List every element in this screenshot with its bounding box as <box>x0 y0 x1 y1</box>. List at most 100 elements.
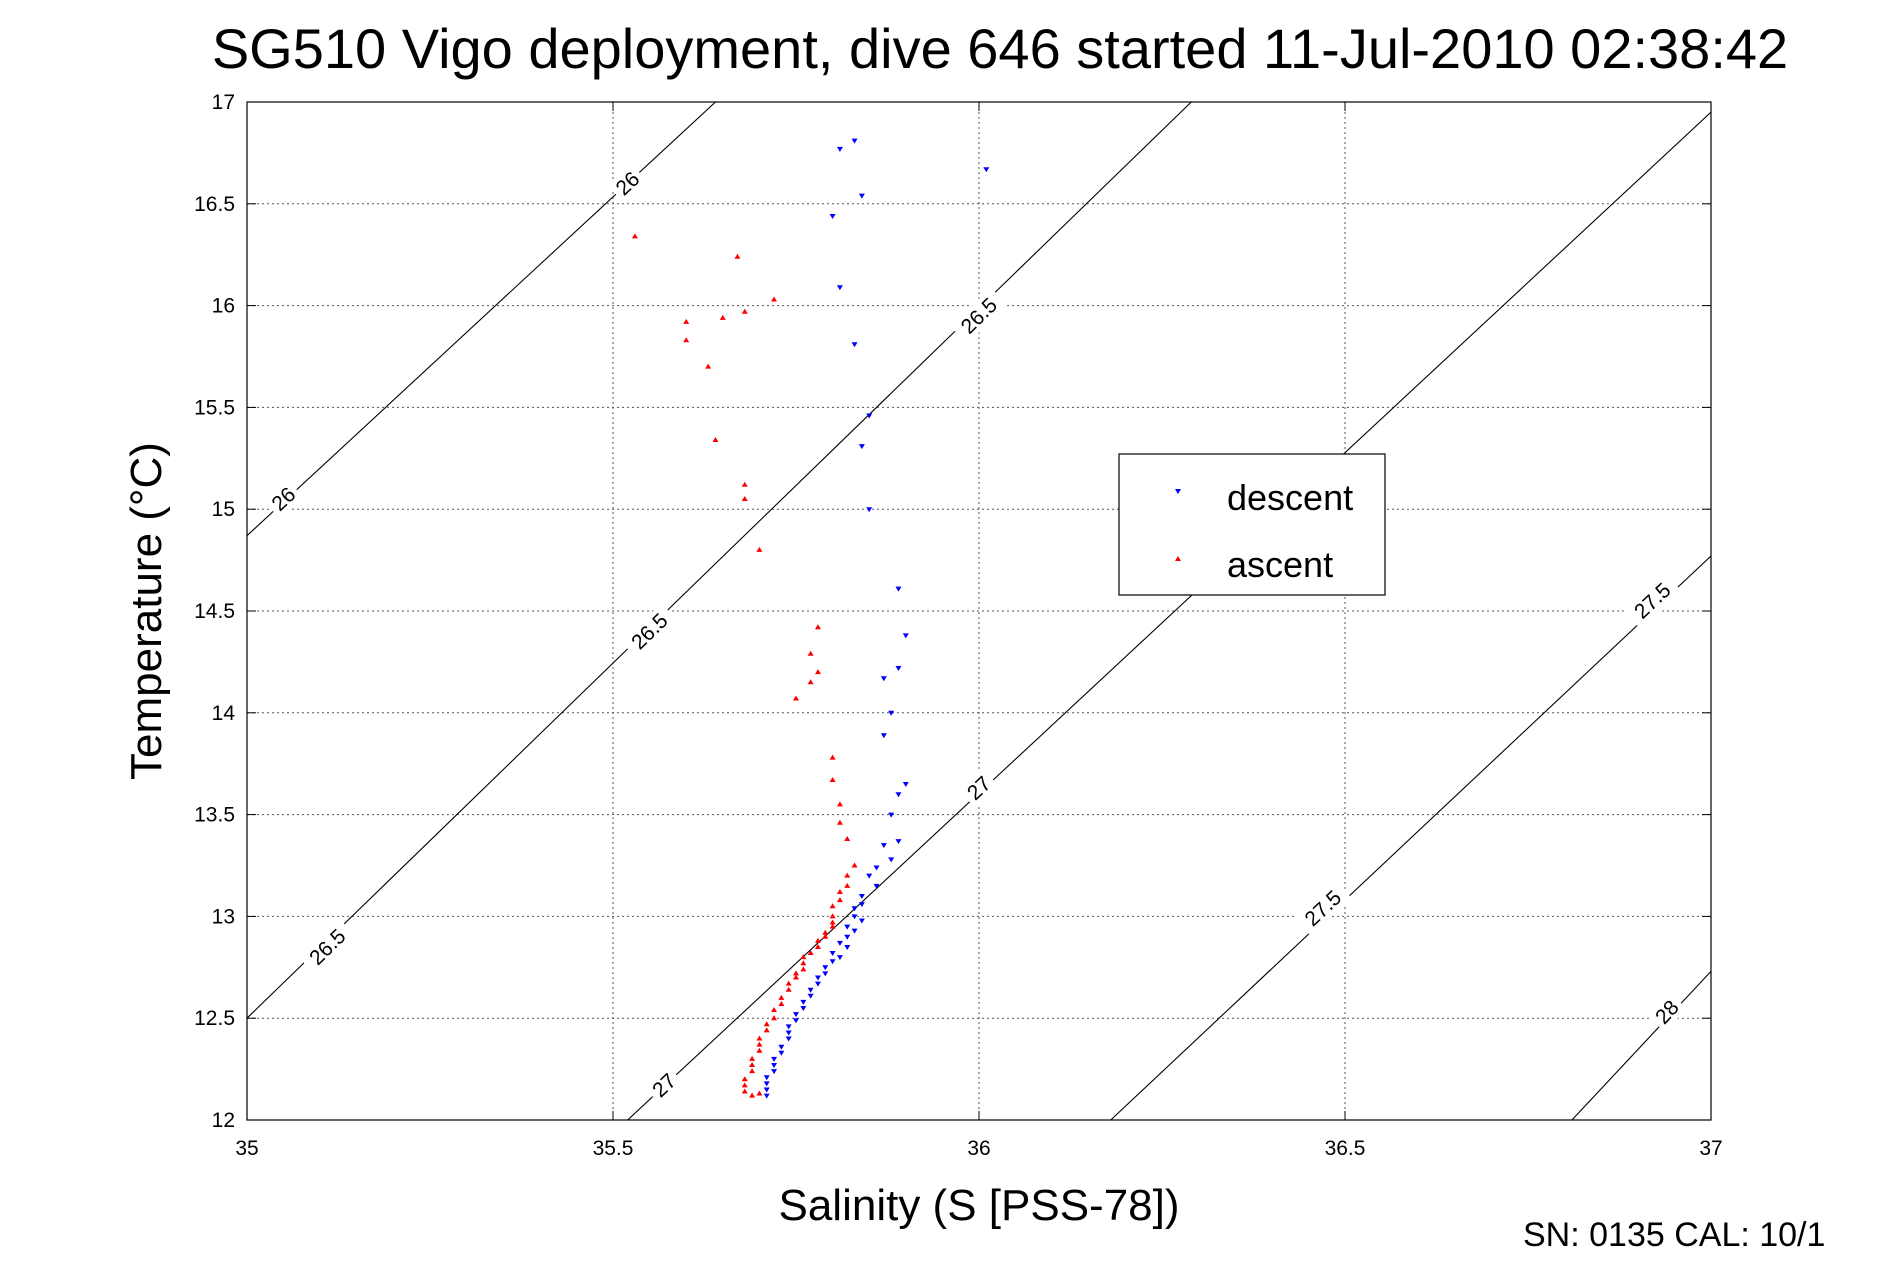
sigma-contour-line <box>1110 555 1711 1120</box>
ascent-point <box>844 872 851 878</box>
descent-point <box>851 914 858 920</box>
legend-descent-label: descent <box>1227 477 1353 518</box>
ascent-point <box>793 974 799 980</box>
x-tick-label: 35 <box>235 1137 258 1160</box>
descent-point <box>829 214 836 220</box>
ascent-point <box>836 888 843 894</box>
descent-point <box>880 676 887 682</box>
descent-point <box>807 993 814 999</box>
y-tick-label: 16.5 <box>194 193 235 216</box>
descent-point <box>902 782 909 788</box>
contour-label-background <box>644 1065 685 1106</box>
ascent-point <box>712 436 719 442</box>
descent-point <box>888 857 895 863</box>
ascent-point <box>814 937 821 943</box>
y-tick-label: 12 <box>212 1109 235 1132</box>
ascent-point <box>734 253 741 259</box>
descent-point <box>888 812 895 818</box>
ascent-point <box>749 1055 756 1061</box>
legend-ascent-marker <box>1175 556 1181 561</box>
ascent-point <box>741 481 748 487</box>
ascent-point <box>822 929 829 935</box>
descent-point <box>771 1056 778 1062</box>
ascent-point <box>800 960 807 966</box>
descent-point <box>866 507 873 513</box>
descent-point <box>771 1063 778 1069</box>
contour-label-background <box>607 163 648 204</box>
descent-point <box>858 902 865 908</box>
ascent-point <box>814 624 821 630</box>
contour-label-background <box>299 918 356 976</box>
ascent-point <box>844 882 851 888</box>
contour-label-background <box>950 287 1008 344</box>
descent-point <box>763 1087 770 1093</box>
y-tick-label: 16 <box>212 295 235 318</box>
descent-point <box>902 633 909 639</box>
ascent-point <box>814 669 821 675</box>
descent-point <box>763 1075 770 1081</box>
ascent-point <box>778 1000 785 1006</box>
ascent-point <box>785 980 792 986</box>
ascent-point <box>836 897 843 903</box>
descent-point <box>844 924 851 930</box>
ascent-point <box>829 754 836 760</box>
x-tick-label: 37 <box>1699 1137 1722 1160</box>
descent-point <box>778 1050 785 1056</box>
ascent-point <box>756 1090 763 1096</box>
contour-label-background <box>1623 572 1682 629</box>
descent-point <box>822 965 829 971</box>
ascent-point <box>844 836 851 842</box>
x-axis-label: Salinity (S [PSS-78]) <box>778 1181 1179 1230</box>
descent-point <box>829 959 836 965</box>
descent-point <box>778 1044 785 1050</box>
descent-point <box>873 865 880 871</box>
ascent-point <box>771 296 778 302</box>
descent-point <box>858 444 865 450</box>
ascent-point <box>807 650 814 656</box>
y-tick-label: 14 <box>212 702 236 725</box>
descent-point <box>836 146 843 152</box>
ascent-point <box>741 496 748 502</box>
legend: descent ascent <box>1118 453 1386 596</box>
y-tick-label: 15 <box>212 498 235 521</box>
ascent-point <box>749 1092 756 1098</box>
chart-title: SG510 Vigo deployment, dive 646 started … <box>212 17 1788 80</box>
legend-descent-marker <box>1175 489 1181 494</box>
ascent-point <box>756 1035 763 1041</box>
descent-point <box>888 710 895 716</box>
ascent-point <box>778 994 785 1000</box>
ascent-point <box>851 862 858 868</box>
descent-point <box>836 955 843 961</box>
descent-point <box>895 839 902 845</box>
ascent-point <box>829 903 836 909</box>
ascent-point <box>756 1047 763 1053</box>
descent-point <box>771 1069 778 1075</box>
descent-point <box>858 894 865 900</box>
legend-box <box>1118 453 1386 596</box>
ascent-point <box>741 1082 748 1088</box>
descent-point <box>785 1024 792 1030</box>
sigma-contour-line <box>247 102 1192 1019</box>
ascent-point <box>749 1062 756 1068</box>
ascent-point <box>822 933 829 939</box>
ascent-point <box>800 966 807 972</box>
contour-label-background <box>1294 880 1352 937</box>
ascent-point <box>741 1088 748 1094</box>
serial-calibration-footer: SN: 0135 CAL: 10/1 <box>1523 1216 1825 1254</box>
axis-ticks: 35 35.5 36 36.5 37 12 12.5 13 13.5 14 14.5 15 15.5 16… <box>194 91 1723 1160</box>
ascent-point <box>829 776 836 782</box>
ascent-point <box>749 1068 756 1074</box>
descent-point <box>814 975 821 981</box>
data-points <box>631 138 990 1099</box>
ascent-point <box>719 314 726 320</box>
descent-point <box>895 792 902 798</box>
ascent-point <box>793 970 799 976</box>
descent-point <box>851 928 858 934</box>
ascent-point <box>829 919 836 925</box>
sigma-contour-line <box>627 111 1711 1120</box>
descent-point <box>858 918 865 924</box>
descent-point <box>800 999 807 1005</box>
contour-label-background <box>263 479 304 519</box>
ascent-point <box>793 695 799 701</box>
